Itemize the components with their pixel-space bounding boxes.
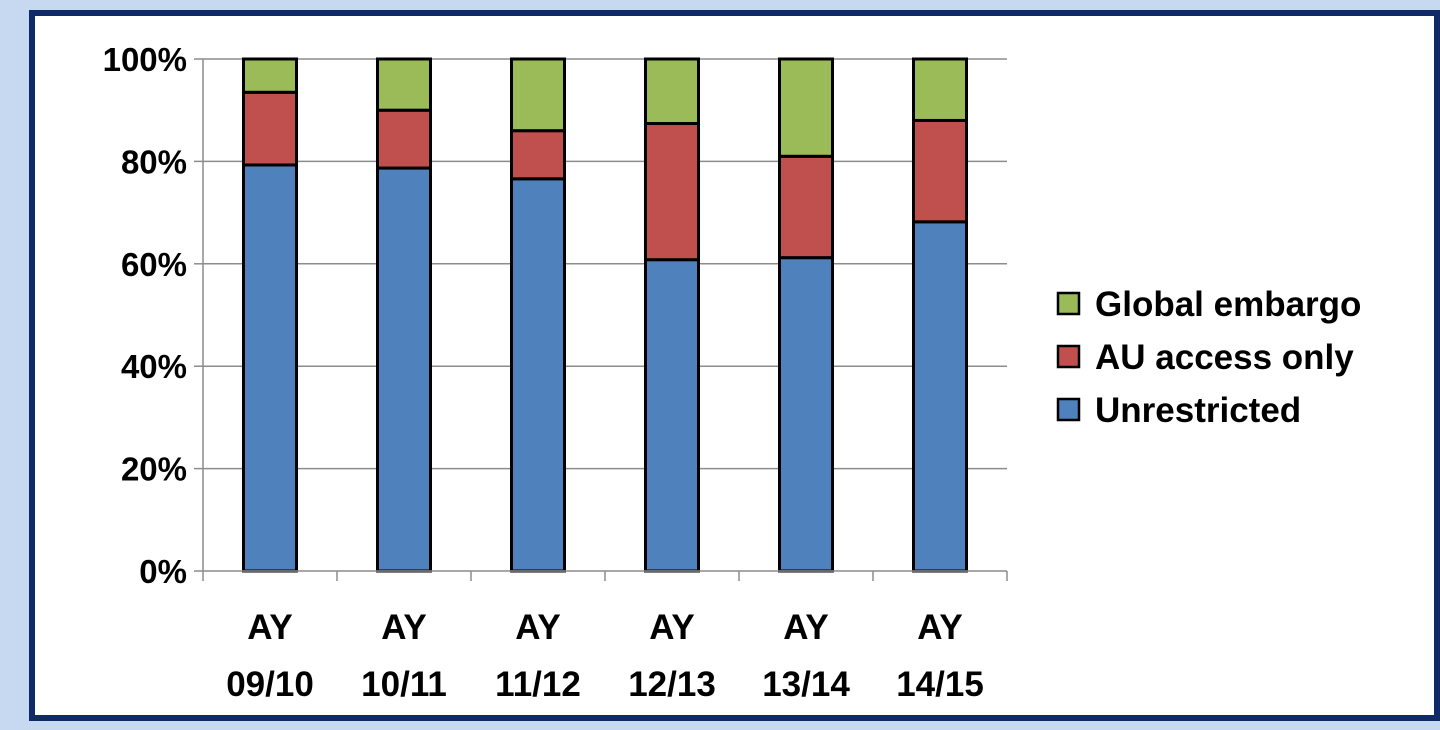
x-category-label: AY — [783, 608, 828, 647]
x-category-label: 12/13 — [628, 665, 716, 704]
legend-label-unrestricted: Unrestricted — [1095, 391, 1301, 430]
x-category-label: AY — [515, 608, 560, 647]
legend-label-au-access-only: AU access only — [1095, 338, 1354, 377]
bar-segment-au-access-only — [644, 122, 700, 262]
bar-segment-unrestricted — [644, 258, 700, 573]
legend-swatch-au-access-only — [1056, 344, 1081, 369]
y-tick-label: 40% — [121, 348, 187, 385]
bar-segment-unrestricted — [912, 220, 968, 573]
bar-segment-global-embargo — [376, 57, 432, 112]
y-tick-label: 100% — [103, 41, 187, 78]
legend-swatch-global-embargo — [1056, 291, 1081, 316]
bar-segment-au-access-only — [912, 118, 968, 224]
bar-segment-unrestricted — [376, 166, 432, 573]
y-tick-label: 20% — [121, 451, 187, 488]
y-tick-label: 0% — [139, 553, 187, 590]
x-category-label: AY — [247, 608, 292, 647]
bar-segment-global-embargo — [778, 57, 834, 158]
bar-segment-au-access-only — [778, 154, 834, 260]
x-category-label: 10/11 — [361, 665, 447, 704]
y-tick-label: 80% — [121, 143, 187, 180]
x-category-label: 14/15 — [896, 665, 984, 704]
bar-segment-unrestricted — [778, 256, 834, 573]
legend-swatch-unrestricted — [1056, 397, 1081, 422]
stacked-bar-chart: 0% 20% 40% 60% 80% 100% AY 09/10 AY 10/11 AY 11/12… — [103, 41, 1362, 704]
bar-segment-au-access-only — [242, 90, 298, 167]
legend: Global embargo AU access only Unrestricted — [1056, 285, 1361, 430]
legend-label-global-embargo: Global embargo — [1095, 285, 1361, 324]
x-category-label: AY — [917, 608, 962, 647]
y-axis-ticks: 0% 20% 40% 60% 80% 100% — [103, 41, 203, 590]
y-tick-label: 60% — [121, 246, 187, 283]
bar-segment-global-embargo — [242, 57, 298, 94]
bar-segment-global-embargo — [644, 57, 700, 126]
bar-segment-au-access-only — [510, 129, 566, 181]
bar-segment-au-access-only — [376, 108, 432, 170]
x-axis-labels: AY 09/10 AY 10/11 AY 11/12 AY 12/13 AY 13/14 AY 14/… — [226, 608, 984, 704]
gridlines — [203, 58, 1007, 470]
bars — [242, 57, 968, 573]
bar-segment-unrestricted — [242, 163, 298, 573]
x-category-label: AY — [381, 608, 426, 647]
bar-segment-global-embargo — [912, 57, 968, 122]
bar-segment-unrestricted — [510, 177, 566, 573]
x-category-label: 13/14 — [762, 665, 850, 704]
x-category-label: 11/12 — [495, 665, 581, 704]
x-category-label: AY — [649, 608, 694, 647]
bar-segment-global-embargo — [510, 57, 566, 133]
x-category-label: 09/10 — [226, 665, 314, 704]
axes — [202, 59, 1008, 581]
chart-frame: 0% 20% 40% 60% 80% 100% AY 09/10 AY 10/11 AY 11/12… — [29, 10, 1440, 721]
